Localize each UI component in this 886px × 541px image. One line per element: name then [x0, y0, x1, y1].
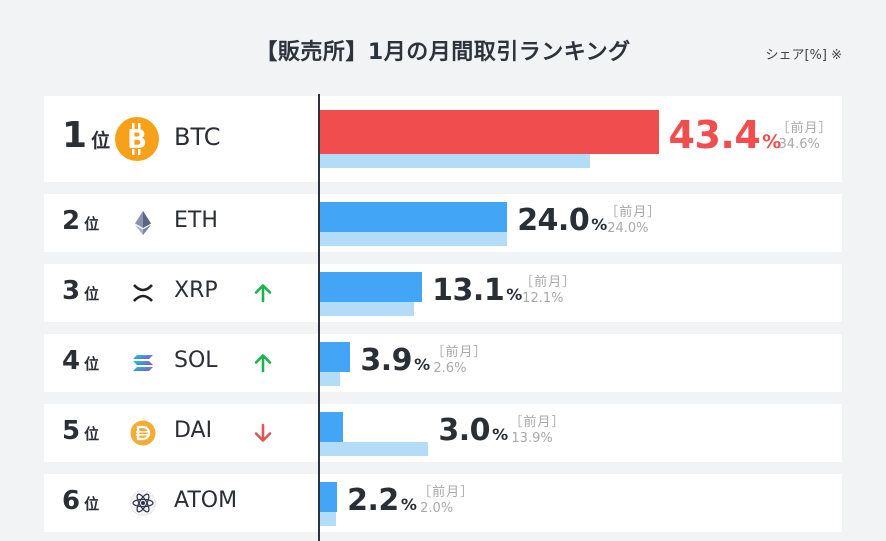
- arrow-down-icon: [252, 422, 274, 444]
- dai-icon: [130, 420, 156, 446]
- rank-number: 5: [62, 416, 81, 446]
- bar-current-btc: [320, 110, 659, 154]
- percent-sign: %: [762, 131, 782, 153]
- previous-month-value: 34.6%: [778, 137, 820, 152]
- previous-month-caption: ［前月］: [605, 205, 662, 220]
- ranking-row: 3 位 XRP: [44, 264, 842, 322]
- ranking-row: 5 位 DAI: [44, 404, 842, 462]
- value-number: 3.9: [360, 343, 413, 378]
- bar-previous-eth: [320, 232, 508, 246]
- solana-icon: [130, 350, 156, 376]
- unit-label: シェア[%] ※: [765, 48, 842, 63]
- previous-month-value: 24.0%: [607, 221, 649, 236]
- previous-month-caption: ［前月］: [418, 485, 475, 500]
- rank-number: 4: [62, 346, 81, 376]
- previous-month-label: ［前月］ 12.1%: [520, 275, 576, 307]
- previous-month-caption: ［前月］: [509, 415, 566, 430]
- value-label: 3.9%: [360, 343, 430, 378]
- ranking-row: 4 位 SOL: [44, 334, 842, 392]
- bar-previous-atom: [320, 512, 336, 526]
- bar-previous-btc: [320, 154, 590, 168]
- previous-month-value: 2.0%: [420, 501, 454, 516]
- rank-suffix: 位: [84, 425, 100, 443]
- axis-line: [318, 94, 320, 541]
- value-label: 43.4%: [669, 113, 782, 157]
- value-label: 24.0%: [517, 203, 607, 238]
- bar-current-atom: [320, 482, 338, 512]
- percent-sign: %: [591, 215, 608, 234]
- previous-month-caption: ［前月］: [520, 275, 577, 290]
- percent-sign: %: [506, 285, 523, 304]
- arrow-up-icon: [252, 352, 274, 374]
- previous-month-label: ［前月］ 2.0%: [418, 485, 474, 517]
- rank-suffix: 位: [84, 285, 100, 303]
- coin-symbol: XRP: [174, 278, 218, 303]
- ethereum-icon: [130, 210, 156, 236]
- percent-sign: %: [492, 425, 509, 444]
- bitcoin-icon: B: [114, 116, 160, 162]
- svg-text:B: B: [127, 125, 147, 155]
- bar-previous-sol: [320, 372, 341, 386]
- previous-month-caption: ［前月］: [431, 345, 488, 360]
- bar-current-xrp: [320, 272, 423, 302]
- cosmos-icon: [130, 490, 156, 516]
- bar-current-sol: [320, 342, 351, 372]
- value-number: 2.2: [347, 483, 399, 518]
- bar-previous-xrp: [320, 302, 415, 316]
- ranking-row: 6 位 ATOM: [44, 474, 842, 532]
- chart-title: 【販売所】1月の月間取引ランキング: [255, 40, 631, 65]
- previous-month-value: 12.1%: [522, 291, 564, 306]
- previous-month-label: ［前月］ 13.9%: [509, 415, 565, 447]
- arrow-up-icon: [252, 282, 274, 304]
- value-label: 2.2%: [347, 483, 417, 518]
- previous-month-label: ［前月］ 34.6%: [777, 121, 833, 153]
- value-label: 3.0%: [438, 413, 508, 448]
- coin-symbol: BTC: [174, 123, 221, 151]
- percent-sign: %: [414, 355, 431, 374]
- percent-sign: %: [400, 495, 417, 514]
- previous-month-label: ［前月］ 2.6%: [431, 345, 487, 377]
- previous-month-label: ［前月］ 24.0%: [605, 205, 661, 237]
- coin-symbol: ETH: [174, 208, 218, 233]
- coin-symbol: ATOM: [174, 488, 238, 513]
- rank-suffix: 位: [91, 130, 111, 152]
- previous-month-value: 2.6%: [433, 361, 467, 376]
- bar-current-dai: [320, 412, 344, 442]
- rank-suffix: 位: [84, 355, 100, 373]
- previous-month-caption: ［前月］: [776, 121, 833, 136]
- xrp-icon: [130, 280, 156, 306]
- value-label: 13.1%: [432, 273, 522, 308]
- bar-current-eth: [320, 202, 508, 232]
- value-number: 13.1: [432, 273, 505, 308]
- rank-number: 3: [62, 276, 81, 306]
- rank-suffix: 位: [84, 215, 100, 233]
- coin-symbol: SOL: [174, 348, 218, 373]
- previous-month-value: 13.9%: [511, 431, 553, 446]
- rank-number: 1: [62, 115, 88, 156]
- rank-number: 6: [62, 486, 81, 516]
- bar-previous-dai: [320, 442, 429, 456]
- value-number: 43.4: [668, 113, 761, 157]
- coin-symbol: DAI: [174, 418, 213, 443]
- value-number: 24.0: [517, 203, 590, 238]
- rank-suffix: 位: [84, 495, 100, 513]
- value-number: 3.0: [438, 413, 491, 448]
- rank-number: 2: [62, 206, 81, 236]
